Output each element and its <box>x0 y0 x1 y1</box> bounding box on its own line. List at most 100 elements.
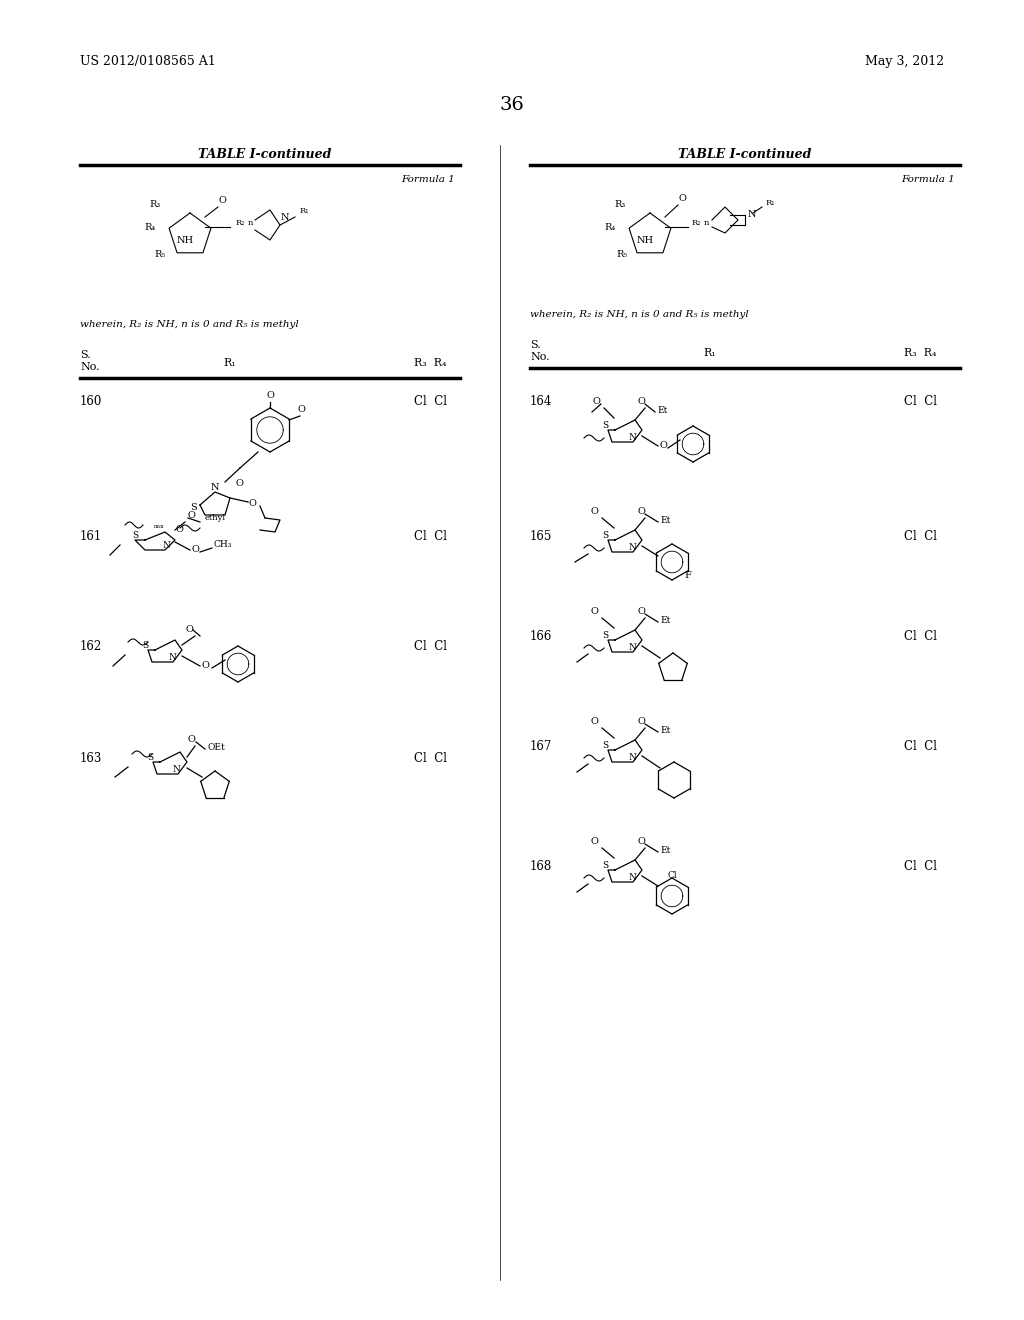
Text: R₁: R₁ <box>300 207 309 215</box>
Text: N: N <box>281 213 289 222</box>
Text: S: S <box>190 503 197 512</box>
Text: R₁: R₁ <box>766 199 775 207</box>
Text: O: O <box>637 837 645 846</box>
Text: 167: 167 <box>530 741 552 752</box>
Text: OEt: OEt <box>207 743 224 752</box>
Text: O: O <box>637 607 645 616</box>
Text: ethyl: ethyl <box>205 513 226 521</box>
Text: Formula 1: Formula 1 <box>401 176 455 183</box>
Text: US 2012/0108565 A1: US 2012/0108565 A1 <box>80 55 216 69</box>
Text: TABLE I-continued: TABLE I-continued <box>678 149 812 161</box>
Text: O: O <box>202 661 210 671</box>
Text: R₂: R₂ <box>691 219 700 227</box>
Text: S: S <box>146 752 153 762</box>
Text: ₙₙₙ: ₙₙₙ <box>155 521 165 531</box>
Text: R₁: R₁ <box>703 348 717 358</box>
Text: N: N <box>628 752 636 762</box>
Text: O: O <box>637 717 645 726</box>
Text: S: S <box>602 631 608 640</box>
Text: S.: S. <box>530 341 541 350</box>
Text: N: N <box>162 541 170 550</box>
Text: TABLE I-continued: TABLE I-continued <box>199 149 332 161</box>
Text: S.: S. <box>80 350 91 360</box>
Text: NH: NH <box>176 236 194 246</box>
Text: O: O <box>248 499 256 508</box>
Text: Cl  Cl: Cl Cl <box>903 531 937 543</box>
Text: R₃  R₄: R₃ R₄ <box>904 348 936 358</box>
Text: O: O <box>590 607 598 616</box>
Text: n: n <box>248 219 253 227</box>
Text: O: O <box>185 624 193 634</box>
Text: R₃: R₃ <box>614 201 626 209</box>
Text: Cl  Cl: Cl Cl <box>903 741 937 752</box>
Text: Cl  Cl: Cl Cl <box>414 531 446 543</box>
Text: R₁: R₁ <box>223 358 237 368</box>
Text: N: N <box>628 433 636 442</box>
Text: O: O <box>637 507 645 516</box>
Text: Et: Et <box>660 846 671 855</box>
Text: 166: 166 <box>530 630 552 643</box>
Text: S: S <box>602 421 608 430</box>
Text: R₂: R₂ <box>236 219 245 227</box>
Text: 161: 161 <box>80 531 102 543</box>
Text: R₄: R₄ <box>144 223 156 232</box>
Text: No.: No. <box>530 352 550 362</box>
Text: NH: NH <box>637 236 653 246</box>
Text: O: O <box>678 194 686 203</box>
Text: O: O <box>193 545 200 554</box>
Text: O: O <box>218 195 226 205</box>
Text: 160: 160 <box>80 395 102 408</box>
Text: 36: 36 <box>500 96 524 114</box>
Text: wherein, R₂ is NH, n is 0 and R₅ is methyl: wherein, R₂ is NH, n is 0 and R₅ is meth… <box>80 319 299 329</box>
Text: wherein, R₂ is NH, n is 0 and R₅ is methyl: wherein, R₂ is NH, n is 0 and R₅ is meth… <box>530 310 749 319</box>
Text: 164: 164 <box>530 395 552 408</box>
Text: S: S <box>132 531 138 540</box>
Text: O: O <box>660 441 668 450</box>
Text: R₃: R₃ <box>150 201 161 209</box>
Text: S: S <box>602 861 608 870</box>
Text: Cl  Cl: Cl Cl <box>414 395 446 408</box>
Text: N: N <box>628 643 636 652</box>
Text: O: O <box>590 717 598 726</box>
Text: Et: Et <box>660 616 671 624</box>
Text: Cl: Cl <box>668 871 677 880</box>
Text: Et: Et <box>657 407 668 414</box>
Text: O: O <box>188 735 196 744</box>
Text: O: O <box>590 507 598 516</box>
Text: O: O <box>234 479 243 488</box>
Text: Et: Et <box>660 516 671 525</box>
Text: O: O <box>298 405 306 414</box>
Text: N: N <box>628 543 636 552</box>
Text: R₄: R₄ <box>604 223 615 232</box>
Text: May 3, 2012: May 3, 2012 <box>865 55 944 69</box>
Text: N: N <box>172 766 180 774</box>
Text: Cl  Cl: Cl Cl <box>414 752 446 766</box>
Text: R₅: R₅ <box>616 249 628 259</box>
Text: N: N <box>748 210 757 219</box>
Text: Cl  Cl: Cl Cl <box>414 640 446 653</box>
Text: O: O <box>175 525 183 535</box>
Text: O: O <box>266 391 274 400</box>
Text: Cl  Cl: Cl Cl <box>903 630 937 643</box>
Text: S: S <box>142 642 148 649</box>
Text: 168: 168 <box>530 861 552 873</box>
Text: F: F <box>685 572 691 579</box>
Text: 162: 162 <box>80 640 102 653</box>
Text: O: O <box>188 511 196 520</box>
Text: R₅: R₅ <box>155 249 166 259</box>
Text: Et: Et <box>660 726 671 735</box>
Text: No.: No. <box>80 362 99 372</box>
Text: Formula 1: Formula 1 <box>901 176 955 183</box>
Text: 165: 165 <box>530 531 552 543</box>
Text: n: n <box>705 219 710 227</box>
Text: N: N <box>628 873 636 882</box>
Text: R₃  R₄: R₃ R₄ <box>414 358 446 368</box>
Text: N: N <box>168 653 176 663</box>
Text: O: O <box>590 837 598 846</box>
Text: O: O <box>592 397 600 407</box>
Text: 163: 163 <box>80 752 102 766</box>
Text: N: N <box>211 483 219 492</box>
Text: CH₃: CH₃ <box>214 540 232 549</box>
Text: O: O <box>637 397 645 407</box>
Text: Cl  Cl: Cl Cl <box>903 395 937 408</box>
